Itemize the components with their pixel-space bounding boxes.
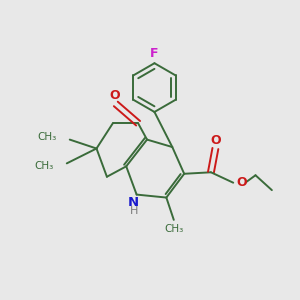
Text: O: O bbox=[211, 134, 221, 147]
Text: N: N bbox=[128, 196, 139, 209]
Text: O: O bbox=[109, 89, 120, 102]
Text: CH₃: CH₃ bbox=[34, 161, 53, 171]
Text: O: O bbox=[236, 176, 247, 189]
Text: H: H bbox=[130, 206, 138, 216]
Text: CH₃: CH₃ bbox=[165, 224, 184, 234]
Text: CH₃: CH₃ bbox=[37, 132, 56, 142]
Text: F: F bbox=[150, 47, 159, 60]
